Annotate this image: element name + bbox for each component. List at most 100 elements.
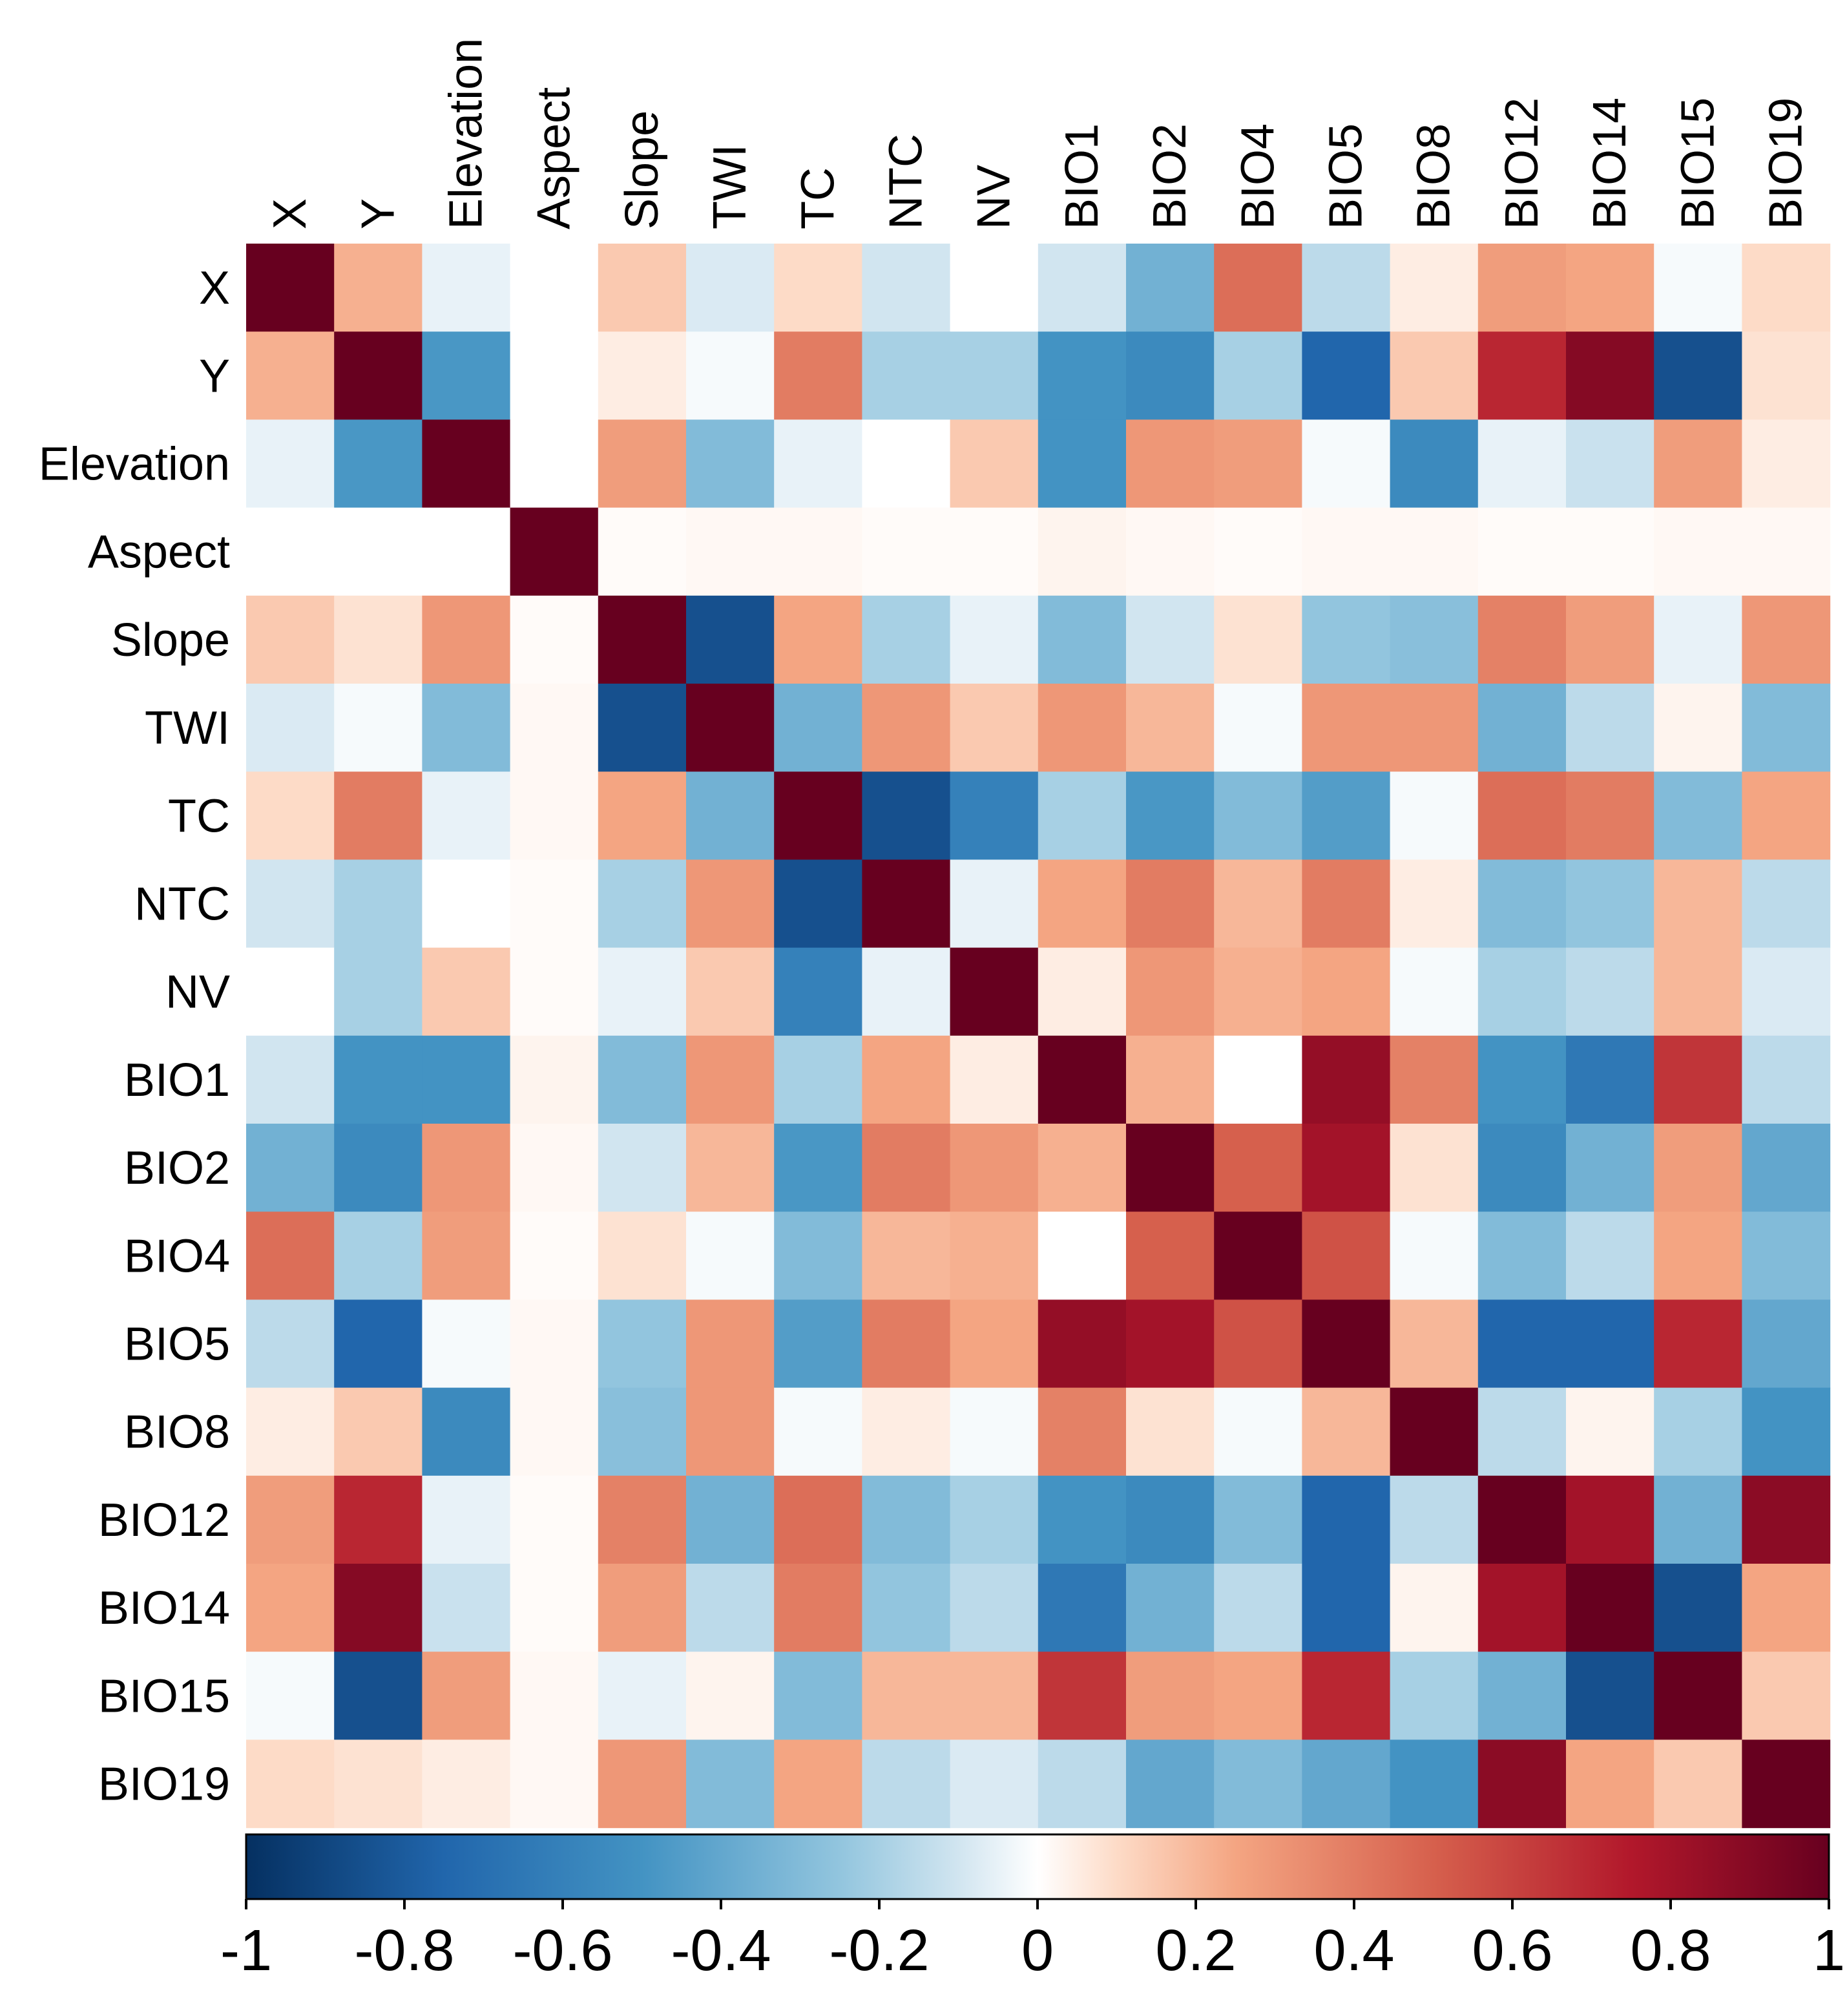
column-label-bio5: BIO5 bbox=[1320, 123, 1372, 229]
heatmap-cell-bio14-ntc bbox=[862, 1564, 951, 1652]
heatmap-cell-bio4-nv bbox=[950, 1212, 1039, 1300]
row-label-elevation: Elevation bbox=[39, 439, 230, 490]
heatmap-cell-bio12-bio1 bbox=[1038, 1475, 1127, 1564]
heatmap-cell-bio1-slope bbox=[598, 1035, 687, 1124]
colorbar-tick-label: -0.8 bbox=[354, 1918, 454, 1983]
heatmap-cell-bio15-tc bbox=[774, 1652, 862, 1740]
colorbar-tick-label: 0.4 bbox=[1313, 1918, 1394, 1983]
heatmap-cell-elevation-bio14 bbox=[1566, 419, 1654, 509]
heatmap-cell-aspect-ntc bbox=[862, 507, 951, 596]
heatmap-cell-twi-ntc bbox=[862, 684, 951, 772]
heatmap-cell-bio5-twi bbox=[686, 1299, 775, 1389]
heatmap-cell-bio2-bio19 bbox=[1742, 1124, 1831, 1212]
heatmap-cell-bio14-bio15 bbox=[1654, 1564, 1742, 1652]
heatmap-cell-bio12-ntc bbox=[862, 1475, 951, 1564]
heatmap-cell-x-nv bbox=[950, 244, 1039, 332]
heatmap-cell-bio4-bio4 bbox=[1214, 1212, 1302, 1300]
heatmap-cell-bio19-ntc bbox=[862, 1739, 951, 1829]
heatmap-cell-bio12-bio19 bbox=[1742, 1475, 1831, 1564]
heatmap-cell-bio5-ntc bbox=[862, 1299, 951, 1389]
heatmap-cell-bio15-bio12 bbox=[1477, 1652, 1567, 1740]
heatmap-cell-y-aspect bbox=[510, 331, 599, 420]
heatmap-cell-twi-tc bbox=[774, 684, 862, 772]
row-label-x: X bbox=[199, 262, 230, 314]
heatmap-cell-nv-bio8 bbox=[1390, 947, 1479, 1036]
heatmap-cell-bio2-bio14 bbox=[1566, 1124, 1654, 1212]
heatmap-cell-bio12-y bbox=[334, 1475, 423, 1564]
heatmap-cell-bio12-tc bbox=[774, 1475, 862, 1564]
heatmap-cell-elevation-elevation bbox=[422, 419, 511, 509]
heatmap-cell-ntc-slope bbox=[598, 859, 687, 949]
heatmap-cell-bio8-bio14 bbox=[1566, 1387, 1654, 1476]
heatmap-cell-y-elevation bbox=[422, 331, 511, 420]
heatmap-cell-bio2-y bbox=[334, 1124, 423, 1212]
heatmap-cell-tc-bio1 bbox=[1038, 772, 1127, 860]
heatmap-cell-y-slope bbox=[598, 331, 687, 420]
heatmap-cell-bio14-elevation bbox=[422, 1564, 511, 1652]
heatmap-cell-nv-bio5 bbox=[1302, 947, 1391, 1036]
column-labels: X Y Elevation Aspect Slope TWI TC NTC NV BIO1 BIO2… bbox=[264, 38, 1811, 229]
heatmap-cell-bio2-aspect bbox=[510, 1124, 599, 1212]
heatmap-cell-bio4-bio15 bbox=[1654, 1212, 1742, 1300]
heatmap-cell-bio5-bio2 bbox=[1126, 1299, 1215, 1389]
heatmap-cell-ntc-elevation bbox=[422, 859, 511, 949]
heatmap-cell-bio14-tc bbox=[774, 1564, 862, 1652]
heatmap-cell-elevation-nv bbox=[950, 419, 1039, 509]
heatmap-cell-bio19-bio5 bbox=[1302, 1739, 1391, 1829]
heatmap-cell-bio12-aspect bbox=[510, 1475, 599, 1564]
heatmap-cell-bio15-aspect bbox=[510, 1652, 599, 1740]
heatmap-cell-bio12-nv bbox=[950, 1475, 1039, 1564]
heatmap-cell-aspect-tc bbox=[774, 507, 862, 596]
heatmap-cell-y-nv bbox=[950, 331, 1039, 420]
heatmap-cell-slope-slope bbox=[598, 595, 687, 684]
heatmap-cell-x-slope bbox=[598, 244, 687, 332]
heatmap-cell-bio1-bio12 bbox=[1477, 1035, 1567, 1124]
heatmap-cell-slope-bio12 bbox=[1477, 595, 1567, 684]
heatmap-cell-slope-elevation bbox=[422, 595, 511, 684]
heatmap-cell-x-bio8 bbox=[1390, 244, 1479, 332]
heatmap-cell-nv-bio4 bbox=[1214, 947, 1302, 1036]
heatmap-cell-slope-tc bbox=[774, 595, 862, 684]
heatmap-cell-tc-bio14 bbox=[1566, 772, 1654, 860]
heatmap-cell-bio19-x bbox=[246, 1739, 335, 1829]
heatmap-cell-bio2-bio2 bbox=[1126, 1124, 1215, 1212]
heatmap-cell-bio2-bio1 bbox=[1038, 1124, 1127, 1212]
heatmap-cell-slope-bio8 bbox=[1390, 595, 1479, 684]
heatmap-cell-twi-slope bbox=[598, 684, 687, 772]
heatmap-cell-x-bio14 bbox=[1566, 244, 1654, 332]
column-label-tc: TC bbox=[792, 167, 844, 229]
heatmap-cell-slope-bio14 bbox=[1566, 595, 1654, 684]
colorbar-tick-label: -0.4 bbox=[671, 1918, 771, 1983]
heatmap-cell-aspect-bio2 bbox=[1126, 507, 1215, 596]
heatmap-cell-bio12-bio14 bbox=[1566, 1475, 1654, 1564]
heatmap-cell-nv-twi bbox=[686, 947, 775, 1036]
heatmap-cell-ntc-bio1 bbox=[1038, 859, 1127, 949]
heatmap-cell-bio5-tc bbox=[774, 1299, 862, 1389]
heatmap-cell-tc-y bbox=[334, 772, 423, 860]
heatmap-cell-bio19-bio2 bbox=[1126, 1739, 1215, 1829]
colorbar-tick-label: -0.2 bbox=[829, 1918, 929, 1983]
heatmap-cell-y-twi bbox=[686, 331, 775, 420]
heatmap-cell-nv-bio15 bbox=[1654, 947, 1742, 1036]
heatmap-cell-bio8-x bbox=[246, 1387, 335, 1476]
heatmap-cell-bio8-slope bbox=[598, 1387, 687, 1476]
heatmap-cell-bio2-bio4 bbox=[1214, 1124, 1302, 1212]
heatmap-cell-slope-bio5 bbox=[1302, 595, 1391, 684]
heatmap-cell-bio1-bio19 bbox=[1742, 1035, 1831, 1124]
row-label-y: Y bbox=[199, 350, 230, 402]
column-label-x: X bbox=[264, 198, 316, 229]
heatmap-cell-bio2-twi bbox=[686, 1124, 775, 1212]
heatmap-cell-ntc-bio8 bbox=[1390, 859, 1479, 949]
heatmap-cell-bio14-bio5 bbox=[1302, 1564, 1391, 1652]
row-label-bio14: BIO14 bbox=[98, 1582, 230, 1634]
heatmap-cell-elevation-bio2 bbox=[1126, 419, 1215, 509]
colorbar-ticks: -1 -0.8 -0.6 -0.4 -0.2 0 0.2 0.4 0.6 0.8 1 bbox=[220, 1899, 1845, 1983]
row-label-bio8: BIO8 bbox=[124, 1407, 230, 1458]
column-label-bio12: BIO12 bbox=[1496, 98, 1548, 229]
heatmap-cell-x-aspect bbox=[510, 244, 599, 332]
heatmap-cell-bio15-twi bbox=[686, 1652, 775, 1740]
heatmap-cell-ntc-bio19 bbox=[1742, 859, 1831, 949]
heatmap-cell-twi-bio12 bbox=[1477, 684, 1567, 772]
heatmap-cell-y-bio2 bbox=[1126, 331, 1215, 420]
